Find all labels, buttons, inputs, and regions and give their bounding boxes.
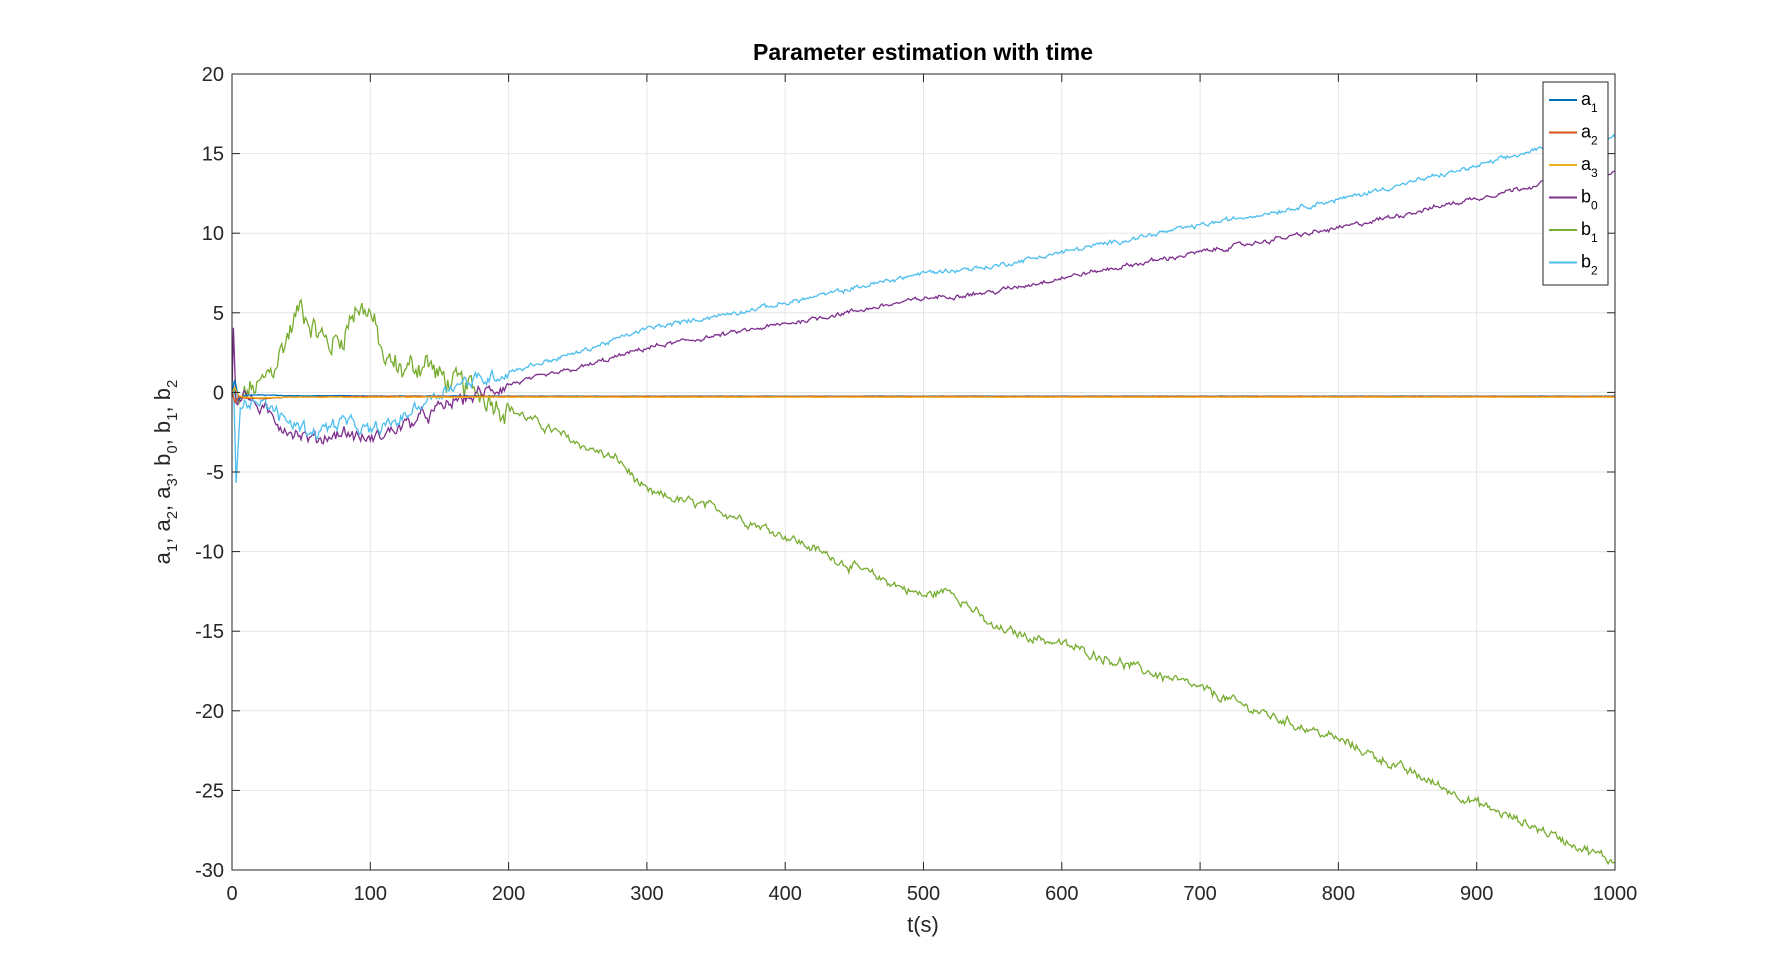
legend-symbol: b: [1581, 252, 1591, 272]
legend-subscript: 0: [1591, 199, 1598, 213]
y-tick-label: 5: [213, 303, 224, 325]
y-axis-label: a1, a2, a3, b0, b1, b2: [150, 380, 181, 565]
x-tick-label: 1000: [1593, 883, 1638, 905]
chart-title: Parameter estimation with time: [753, 39, 1093, 65]
x-tick-label: 800: [1322, 883, 1355, 905]
y-label-subscript: 2: [164, 380, 181, 388]
x-tick-label: 400: [769, 883, 802, 905]
legend-label: a3: [1581, 154, 1598, 180]
x-tick-label: 700: [1183, 883, 1216, 905]
y-label-separator: ,: [150, 400, 175, 412]
y-label-symbol: a: [150, 551, 175, 564]
x-axis-label: t(s): [907, 912, 939, 937]
y-label-symbol: b: [150, 388, 175, 400]
legend-symbol: a: [1581, 89, 1592, 109]
y-label-subscript: 2: [164, 511, 181, 519]
y-tick-label: -15: [195, 621, 224, 643]
y-label-separator: ,: [150, 433, 175, 445]
y-tick-label: -5: [206, 462, 224, 484]
legend-subscript: 3: [1591, 166, 1598, 180]
y-tick-label: -25: [195, 780, 224, 802]
y-label-subscript: 3: [164, 478, 181, 486]
legend-label: a2: [1581, 122, 1598, 148]
legend-label: b1: [1581, 219, 1598, 245]
y-tick-label: 15: [202, 144, 224, 166]
y-tick-label: -10: [195, 542, 224, 564]
y-tick-label: 10: [202, 223, 224, 245]
series-line-b2: [231, 133, 1616, 484]
y-tick-label: 0: [213, 382, 224, 404]
series-group: [231, 133, 1616, 866]
legend-label: b0: [1581, 187, 1598, 213]
y-tick-label: -20: [195, 701, 224, 723]
legend-subscript: 1: [1591, 231, 1598, 245]
y-label-subscript: 1: [164, 544, 181, 552]
ticks: 0 100 200 300 400 500 600 700 800 900 100020151050…: [195, 64, 1637, 905]
legend-symbol: b: [1581, 187, 1591, 207]
x-tick-label: 500: [907, 883, 940, 905]
x-tick-label: 300: [630, 883, 663, 905]
y-label-symbol: a: [150, 519, 175, 532]
y-label-symbol: b: [150, 454, 175, 466]
legend-subscript: 2: [1591, 264, 1598, 278]
x-tick-label: 900: [1460, 883, 1493, 905]
y-label-symbol: b: [150, 421, 175, 433]
series-line-b0: [231, 170, 1616, 445]
y-label-separator: ,: [150, 499, 175, 511]
y-label-subscript: 0: [164, 445, 181, 453]
series-line-a3: [231, 386, 1616, 399]
y-tick-label: 20: [202, 64, 224, 86]
x-tick-label: 0: [226, 883, 237, 905]
legend-box: [1542, 81, 1609, 286]
y-label-symbol: a: [150, 486, 175, 499]
y-label-subscript: 1: [164, 412, 181, 420]
legend-subscript: 2: [1591, 134, 1598, 148]
x-tick-label: 200: [492, 883, 525, 905]
y-tick-label: -30: [195, 860, 224, 882]
legend-symbol: a: [1581, 154, 1592, 174]
legend-label: b2: [1581, 252, 1598, 278]
legend-label: a1: [1581, 89, 1598, 115]
y-label-separator: ,: [150, 532, 175, 544]
legend-subscript: 1: [1591, 101, 1598, 115]
legend-symbol: a: [1581, 122, 1592, 142]
x-tick-label: 600: [1045, 883, 1078, 905]
legend-symbol: b: [1581, 219, 1591, 239]
y-label-separator: ,: [150, 466, 175, 478]
x-tick-label: 100: [354, 883, 387, 905]
